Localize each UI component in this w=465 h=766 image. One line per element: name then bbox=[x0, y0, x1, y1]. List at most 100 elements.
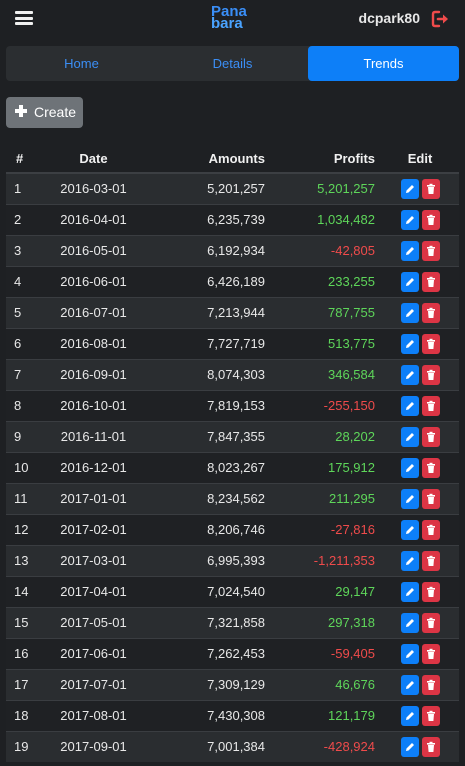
edit-button[interactable] bbox=[400, 643, 419, 664]
edit-button[interactable] bbox=[400, 271, 419, 292]
row-amount: 5,201,257 bbox=[151, 172, 271, 204]
row-amount: 7,727,719 bbox=[151, 327, 271, 359]
column-header-number: # bbox=[6, 144, 36, 174]
edit-button[interactable] bbox=[400, 612, 419, 633]
trash-icon bbox=[426, 276, 435, 287]
row-number: 5 bbox=[6, 296, 36, 328]
row-number: 16 bbox=[6, 637, 36, 669]
row-date: 2016-06-01 bbox=[36, 265, 151, 297]
delete-button[interactable] bbox=[421, 674, 440, 695]
edit-button[interactable] bbox=[400, 519, 419, 540]
row-number: 14 bbox=[6, 575, 36, 607]
tab-details[interactable]: Details bbox=[212, 56, 253, 71]
row-date: 2017-04-01 bbox=[36, 575, 151, 607]
delete-button[interactable] bbox=[421, 550, 440, 571]
pencil-icon bbox=[405, 711, 414, 720]
pencil-icon bbox=[405, 680, 414, 689]
edit-button[interactable] bbox=[400, 550, 419, 571]
row-actions bbox=[381, 234, 459, 266]
edit-button[interactable] bbox=[400, 488, 419, 509]
delete-button[interactable] bbox=[421, 736, 440, 757]
edit-button[interactable] bbox=[400, 674, 419, 695]
delete-button[interactable] bbox=[421, 426, 440, 447]
pencil-icon bbox=[405, 308, 414, 317]
table-row: 14 2017-04-01 7,024,540 29,147 bbox=[6, 575, 459, 607]
row-amount: 7,847,355 bbox=[151, 420, 271, 452]
trash-icon bbox=[426, 617, 435, 628]
row-actions bbox=[381, 203, 459, 235]
row-amount: 7,819,153 bbox=[151, 389, 271, 421]
table-row: 11 2017-01-01 8,234,562 211,295 bbox=[6, 482, 459, 514]
row-amount: 7,321,858 bbox=[151, 606, 271, 638]
pencil-icon bbox=[405, 556, 414, 565]
delete-button[interactable] bbox=[421, 519, 440, 540]
delete-button[interactable] bbox=[421, 240, 440, 261]
table-row: 10 2016-12-01 8,023,267 175,912 bbox=[6, 451, 459, 483]
row-number: 17 bbox=[6, 668, 36, 700]
table-header-row: # Date Amounts Profits Edit bbox=[6, 144, 459, 174]
delete-button[interactable] bbox=[421, 612, 440, 633]
row-date: 2016-04-01 bbox=[36, 203, 151, 235]
delete-button[interactable] bbox=[421, 457, 440, 478]
row-amount: 7,262,453 bbox=[151, 637, 271, 669]
pencil-icon bbox=[405, 494, 414, 503]
row-date: 2016-09-01 bbox=[36, 358, 151, 390]
delete-button[interactable] bbox=[421, 209, 440, 230]
row-number: 19 bbox=[6, 730, 36, 762]
edit-button[interactable] bbox=[400, 457, 419, 478]
edit-button[interactable] bbox=[400, 240, 419, 261]
row-date: 2016-07-01 bbox=[36, 296, 151, 328]
delete-button[interactable] bbox=[421, 333, 440, 354]
row-date: 2016-11-01 bbox=[36, 420, 151, 452]
row-amount: 6,192,934 bbox=[151, 234, 271, 266]
row-amount: 7,309,129 bbox=[151, 668, 271, 700]
pencil-icon bbox=[405, 649, 414, 658]
row-profit: 1,034,482 bbox=[271, 203, 381, 235]
delete-button[interactable] bbox=[421, 705, 440, 726]
edit-button[interactable] bbox=[400, 209, 419, 230]
delete-button[interactable] bbox=[421, 581, 440, 602]
tab-home[interactable]: Home bbox=[64, 56, 99, 71]
trash-icon bbox=[426, 462, 435, 473]
menu-icon[interactable] bbox=[15, 11, 33, 25]
edit-button[interactable] bbox=[400, 705, 419, 726]
edit-button[interactable] bbox=[400, 426, 419, 447]
edit-button[interactable] bbox=[400, 581, 419, 602]
trash-icon bbox=[426, 741, 435, 752]
tab-trends[interactable]: Trends bbox=[308, 46, 459, 81]
edit-button[interactable] bbox=[400, 364, 419, 385]
logout-icon[interactable] bbox=[431, 9, 451, 29]
row-amount: 6,995,393 bbox=[151, 544, 271, 576]
row-actions bbox=[381, 296, 459, 328]
row-number: 12 bbox=[6, 513, 36, 545]
pencil-icon bbox=[405, 184, 414, 193]
edit-button[interactable] bbox=[400, 178, 419, 199]
delete-button[interactable] bbox=[421, 302, 440, 323]
delete-button[interactable] bbox=[421, 364, 440, 385]
delete-button[interactable] bbox=[421, 643, 440, 664]
pencil-icon bbox=[405, 463, 414, 472]
pencil-icon bbox=[405, 339, 414, 348]
delete-button[interactable] bbox=[421, 488, 440, 509]
table-row: 18 2017-08-01 7,430,308 121,179 bbox=[6, 699, 459, 731]
table-row: 19 2017-09-01 7,001,384 -428,924 bbox=[6, 730, 459, 762]
row-amount: 7,024,540 bbox=[151, 575, 271, 607]
delete-button[interactable] bbox=[421, 178, 440, 199]
edit-button[interactable] bbox=[400, 333, 419, 354]
edit-button[interactable] bbox=[400, 302, 419, 323]
row-profit: 121,179 bbox=[271, 699, 381, 731]
edit-button[interactable] bbox=[400, 736, 419, 757]
delete-button[interactable] bbox=[421, 395, 440, 416]
row-amount: 8,234,562 bbox=[151, 482, 271, 514]
create-button[interactable]: Create bbox=[6, 97, 83, 128]
row-date: 2017-06-01 bbox=[36, 637, 151, 669]
app-logo[interactable]: Pana bara bbox=[211, 4, 255, 31]
delete-button[interactable] bbox=[421, 271, 440, 292]
row-date: 2016-12-01 bbox=[36, 451, 151, 483]
edit-button[interactable] bbox=[400, 395, 419, 416]
column-header-amounts: Amounts bbox=[151, 144, 271, 174]
row-amount: 6,235,739 bbox=[151, 203, 271, 235]
row-actions bbox=[381, 699, 459, 731]
table-row: 6 2016-08-01 7,727,719 513,775 bbox=[6, 327, 459, 359]
trash-icon bbox=[426, 524, 435, 535]
